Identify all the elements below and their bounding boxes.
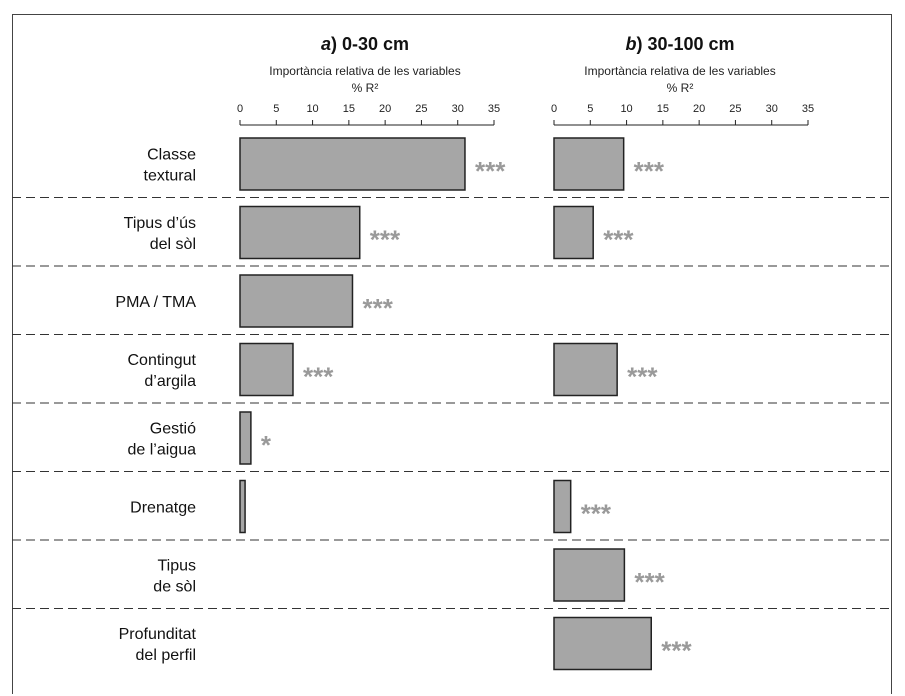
bar [553,548,626,602]
panel-title: a) 0-30 cm [321,34,409,54]
x-tick-label: 15 [343,103,355,115]
significance-label: *** [627,362,658,392]
category-label: Tipus [157,558,196,575]
category-label: d’argila [144,373,196,390]
x-tick-label: 30 [766,103,778,115]
category-label: Drenatge [130,500,196,517]
x-tick-label: 5 [587,103,593,115]
axis-unit: % R² [667,81,694,95]
bar [239,274,354,328]
significance-label: *** [303,362,334,392]
significance-label: *** [634,156,665,186]
significance-label: *** [581,499,612,529]
category-label: PMA / TMA [115,294,196,311]
category-label: Tipus d’ús [124,215,196,232]
significance-label: *** [362,293,393,323]
x-tick-label: 10 [306,103,318,115]
category-label: textural [144,168,196,185]
panel-title-letter: b [625,34,636,54]
x-tick-label: 35 [488,103,500,115]
panel-title-letter: a [321,34,331,54]
axis-title: Importància relativa de les variables [584,64,775,78]
panel-title-depth: ) 30-100 cm [636,34,734,54]
significance-label: *** [603,225,634,255]
x-tick-label: 0 [237,103,243,115]
category-label: de sòl [153,579,196,596]
bar [239,479,246,534]
x-tick-label: 10 [620,103,632,115]
x-tick-label: 0 [551,103,557,115]
category-label: del perfil [136,647,196,664]
bar [239,137,466,191]
x-tick-label: 35 [802,103,814,115]
bar [553,137,625,191]
x-tick-label: 20 [693,103,705,115]
x-tick-label: 30 [452,103,464,115]
x-tick-label: 5 [273,103,279,115]
significance-label: *** [634,567,665,597]
category-label: Contingut [128,352,197,369]
x-tick-label: 20 [379,103,391,115]
category-label: Profunditat [119,626,197,643]
significance-label: *** [661,636,692,666]
significance-label: * [261,430,272,460]
category-label: del sòl [150,236,196,253]
panel-title-depth: ) 0-30 cm [331,34,409,54]
axis-unit: % R² [352,81,379,95]
category-label: Classe [147,147,196,164]
category-label: de l’aigua [128,442,197,459]
significance-label: *** [475,156,506,186]
bar [553,342,618,397]
bar [239,342,294,397]
x-tick-label: 15 [657,103,669,115]
x-tick-label: 25 [415,103,427,115]
category-label: Gestió [150,421,196,438]
axis-title: Importància relativa de les variables [269,64,460,78]
bar [553,616,652,671]
bar [553,205,594,260]
x-tick-label: 25 [729,103,741,115]
bar [239,205,361,260]
figure-frame [12,14,892,694]
bar [239,411,252,465]
bar [553,479,572,534]
panel-title: b) 30-100 cm [625,34,734,54]
significance-label: *** [370,225,401,255]
